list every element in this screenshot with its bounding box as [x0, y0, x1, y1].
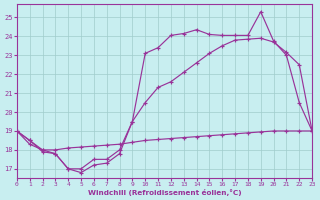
X-axis label: Windchill (Refroidissement éolien,°C): Windchill (Refroidissement éolien,°C)	[88, 189, 241, 196]
